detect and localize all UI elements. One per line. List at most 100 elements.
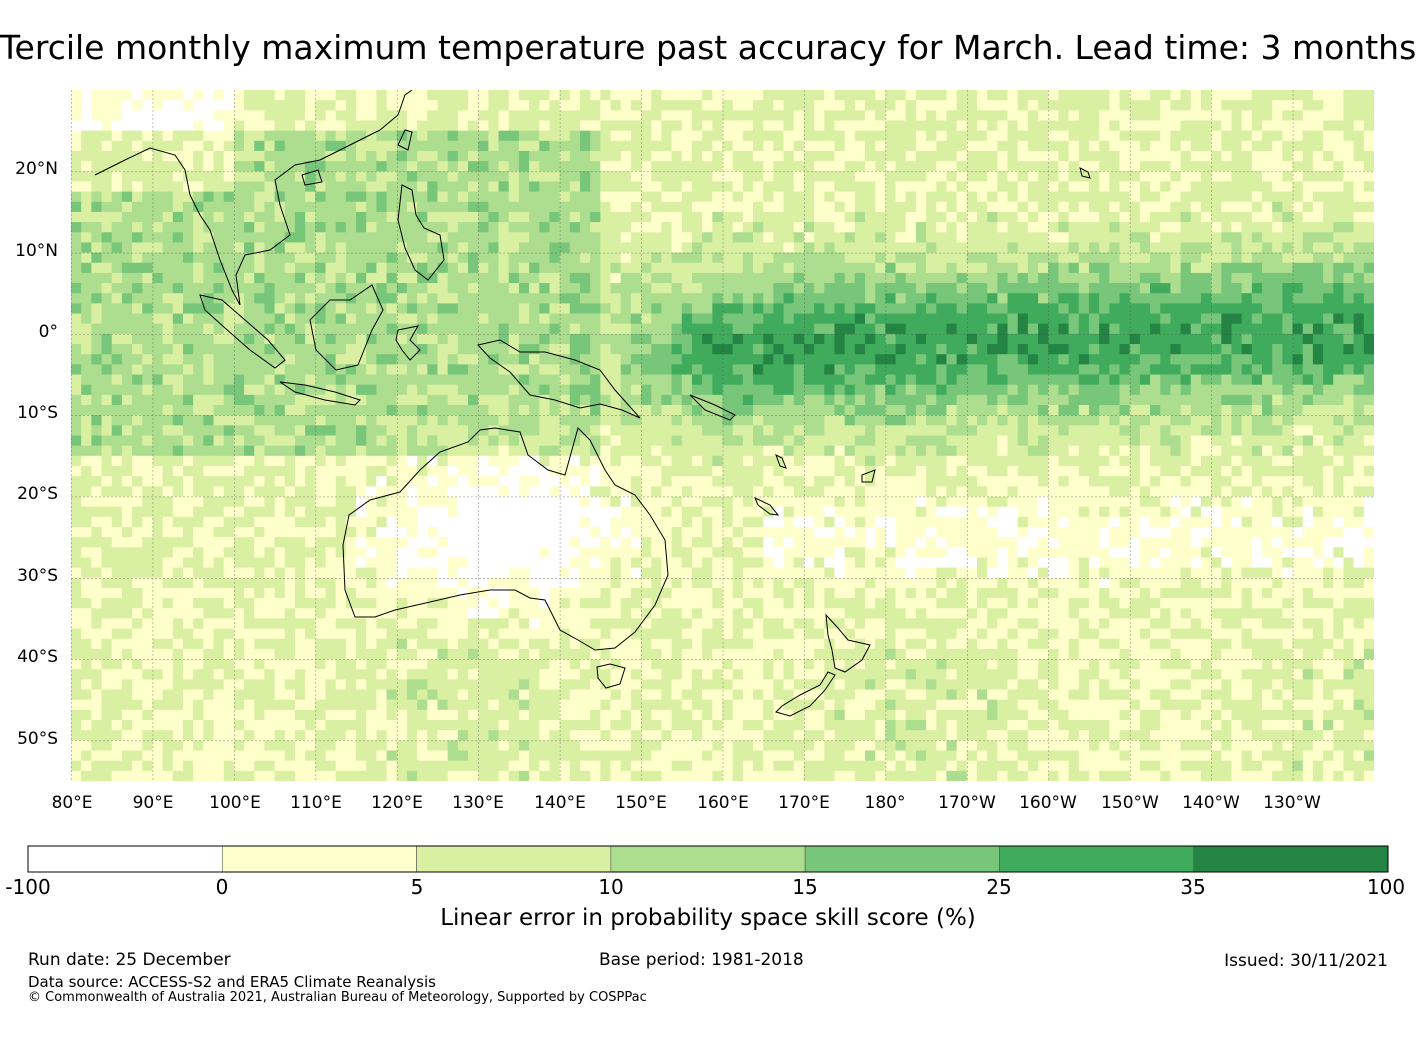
grid-cell (1170, 211, 1182, 223)
grid-cell (1302, 242, 1314, 254)
grid-cell (661, 323, 673, 335)
grid-cell (1231, 272, 1243, 284)
grid-cell (1078, 161, 1090, 172)
grid-cell (182, 435, 194, 447)
grid-cell (274, 384, 286, 396)
grid-cell (315, 262, 327, 274)
grid-cell (508, 435, 520, 447)
grid-cell (244, 333, 255, 345)
grid-cell (1088, 374, 1100, 386)
grid-cell (885, 171, 897, 183)
grid-cell (1190, 445, 1202, 457)
grid-cell (529, 232, 540, 244)
grid-cell (447, 191, 459, 203)
grid-cell (1343, 435, 1355, 447)
grid-cell (294, 405, 306, 416)
grid-cell (712, 344, 724, 355)
grid-cell (274, 476, 286, 487)
grid-cell (661, 242, 673, 254)
grid-cell (936, 445, 948, 457)
grid-cell (1180, 364, 1192, 376)
grid-cell (742, 252, 754, 264)
grid-cell (1017, 435, 1029, 447)
grid-cell (121, 455, 133, 467)
grid-cell (793, 90, 805, 101)
grid-cell (264, 333, 276, 345)
grid-cell (956, 374, 968, 386)
grid-cell (121, 354, 133, 365)
grid-cell (671, 415, 683, 426)
grid-cell (1068, 445, 1080, 457)
grid-cell (579, 465, 591, 477)
grid-cell (71, 425, 82, 437)
grid-cell (468, 120, 479, 132)
grid-cell (366, 201, 377, 213)
grid-cell (641, 313, 652, 325)
grid-cell (457, 303, 469, 315)
grid-cell (1333, 100, 1345, 111)
grid-cell (468, 364, 479, 376)
grid-cell (284, 283, 296, 294)
grid-cell (712, 384, 724, 396)
grid-cell (844, 435, 856, 447)
grid-cell (366, 435, 377, 447)
grid-cell (1323, 293, 1334, 304)
grid-cell (396, 455, 408, 467)
grid-cell (793, 333, 805, 345)
grid-cell (1139, 455, 1151, 467)
grid-cell (1048, 374, 1060, 386)
grid-cell (1119, 394, 1131, 406)
grid-cell (702, 120, 713, 132)
grid-cell (233, 465, 245, 477)
grid-cell (152, 110, 164, 122)
grid-cell (417, 130, 428, 142)
grid-cell (81, 405, 92, 416)
grid-cell (763, 211, 774, 223)
grid-cell (946, 120, 958, 132)
grid-cell (1241, 405, 1253, 416)
grid-cell (1211, 455, 1222, 467)
grid-cell (844, 374, 856, 386)
grid-cell (987, 272, 998, 284)
grid-cell (1068, 272, 1080, 284)
grid-cell (111, 445, 123, 457)
grid-cell (1150, 435, 1161, 447)
grid-cell (824, 323, 836, 335)
grid-cell (498, 120, 510, 132)
grid-cell (763, 140, 774, 152)
grid-cell (1078, 252, 1090, 264)
grid-cell (529, 313, 540, 325)
grid-cell (193, 90, 204, 101)
grid-cell (753, 394, 764, 406)
grid-cell (1160, 222, 1172, 233)
grid-cell (447, 374, 459, 386)
grid-cell (753, 110, 764, 122)
grid-cell (1262, 272, 1273, 284)
grid-cell (742, 191, 754, 203)
grid-cell (1353, 181, 1365, 193)
grid-cell (1119, 425, 1131, 437)
grid-cell (498, 354, 510, 365)
grid-cell (1302, 191, 1314, 203)
grid-cell (417, 415, 428, 426)
grid-cell (457, 445, 469, 457)
grid-cell (1302, 465, 1314, 477)
grid-cell (223, 455, 235, 467)
grid-cell (498, 344, 510, 355)
grid-cell (976, 120, 988, 132)
grid-cell (386, 313, 398, 325)
grid-cell (406, 272, 418, 284)
grid-cell (264, 191, 276, 203)
grid-cell (386, 120, 398, 132)
grid-cell (1119, 140, 1131, 152)
grid-cell (1160, 90, 1172, 101)
grid-cell (610, 455, 622, 467)
grid-cell (1109, 272, 1121, 284)
grid-cell (264, 161, 276, 172)
grid-cell (1241, 425, 1253, 437)
grid-cell (966, 140, 978, 152)
grid-cell (386, 191, 398, 203)
grid-cell (162, 465, 174, 477)
grid-cell (518, 272, 530, 284)
grid-cell (325, 140, 337, 152)
